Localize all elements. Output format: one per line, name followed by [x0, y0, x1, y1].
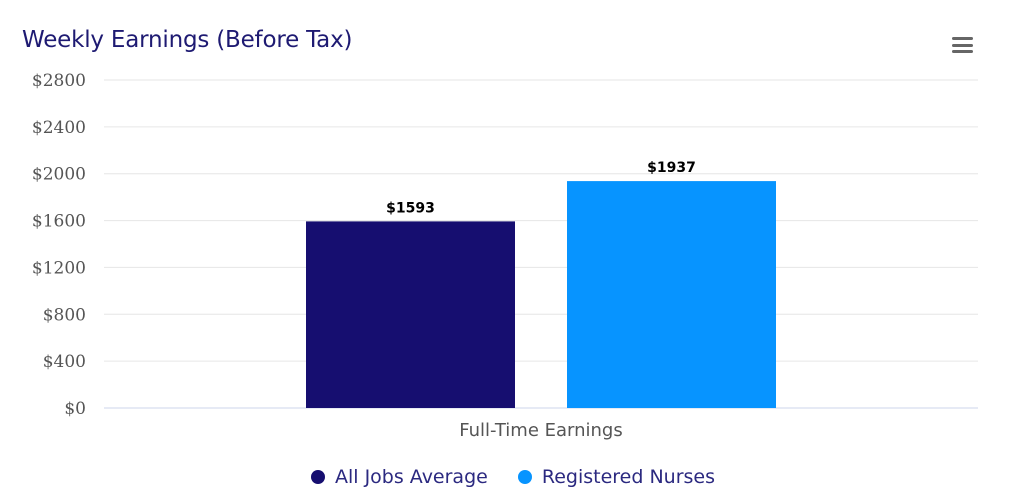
- data-label: $1593: [386, 200, 435, 216]
- legend-label: Registered Nurses: [541, 466, 715, 488]
- legend-marker-all-jobs-average: [310, 470, 325, 484]
- bar-registered-nurses[interactable]: [567, 181, 776, 408]
- y-tick-label: $2400: [32, 118, 86, 138]
- y-tick-label: $1200: [32, 258, 86, 278]
- menu-bar: [952, 50, 973, 53]
- y-tick-label: $1600: [32, 212, 86, 232]
- legend-label: All Jobs Average: [334, 466, 488, 488]
- y-tick-label: $2800: [32, 71, 86, 91]
- x-category-label: Full-Time Earnings: [459, 420, 623, 441]
- y-tick-label: $800: [43, 305, 86, 325]
- data-label: $1937: [647, 160, 696, 176]
- bar-chart: $0 $400 $800 $1200 $1600 $2000 $2400 $2800 $159…: [32, 71, 978, 441]
- y-tick-label: $0: [64, 399, 86, 419]
- menu-bar: [952, 37, 973, 40]
- legend-marker-registered-nurses: [517, 470, 532, 484]
- chart-legend: All Jobs Average Registered Nurses: [0, 466, 1026, 488]
- bar-all-jobs-average[interactable]: [306, 221, 515, 408]
- hamburger-menu-icon[interactable]: [952, 37, 974, 55]
- menu-bar: [952, 43, 973, 47]
- y-tick-label: $400: [43, 352, 86, 372]
- y-tick-label: $2000: [32, 165, 86, 185]
- chart-title: Weekly Earnings (Before Tax): [22, 27, 353, 53]
- legend-item-all-jobs-average[interactable]: All Jobs Average: [310, 466, 488, 488]
- legend-item-registered-nurses[interactable]: Registered Nurses: [517, 466, 715, 488]
